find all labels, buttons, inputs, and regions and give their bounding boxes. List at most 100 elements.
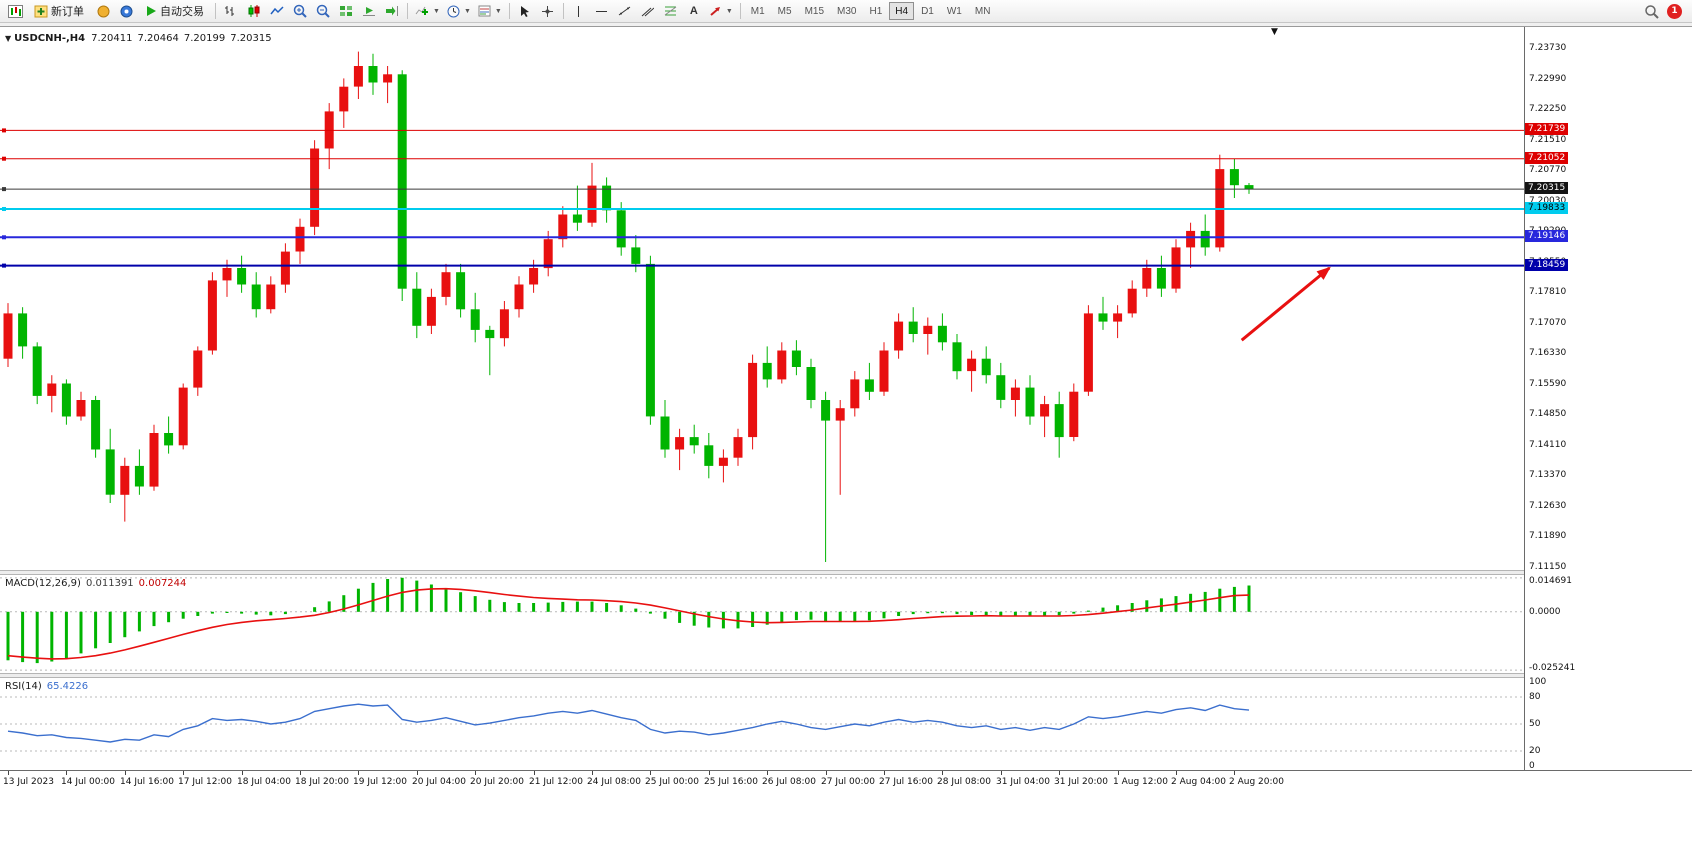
- price-axis-label: 7.13370: [1529, 470, 1567, 481]
- timeframe-h1-button[interactable]: H1: [863, 2, 888, 20]
- notification-badge[interactable]: 1: [1667, 3, 1682, 19]
- price-axis-label: 7.11890: [1529, 531, 1567, 542]
- time-axis-tick: [300, 771, 301, 775]
- price-tag: 7.18459: [1525, 258, 1569, 271]
- new-chart-icon: [7, 4, 23, 18]
- zoom-in-button[interactable]: [289, 1, 311, 21]
- crosshair-button[interactable]: [537, 1, 559, 21]
- time-axis-tick: [417, 771, 418, 775]
- chart-shift-icon: [386, 6, 398, 16]
- market-icon: [97, 5, 109, 17]
- price-axis-label: 7.11150: [1529, 561, 1567, 572]
- templates-button[interactable]: ▼: [475, 1, 505, 21]
- price-axis-label: 7.22250: [1529, 104, 1567, 115]
- channel-tool-button[interactable]: [637, 1, 659, 21]
- candlestick-chart-icon: [248, 5, 260, 17]
- candlestick-chart-button[interactable]: [243, 1, 265, 21]
- search-button[interactable]: [1640, 1, 1662, 21]
- indicators-button[interactable]: ▼: [412, 1, 443, 21]
- market-button[interactable]: [92, 1, 114, 21]
- new-chart-button[interactable]: [4, 1, 26, 21]
- chart-menu-caret-icon[interactable]: ▼: [1271, 27, 1278, 37]
- rsi-pane[interactable]: [0, 679, 1524, 769]
- timeframe-m1-button[interactable]: M1: [745, 2, 771, 20]
- time-axis-tick: [183, 771, 184, 775]
- zoom-out-button[interactable]: [312, 1, 334, 21]
- line-chart-button[interactable]: [266, 1, 288, 21]
- time-axis-label: 28 Jul 08:00: [937, 777, 991, 787]
- time-axis-label: 31 Jul 04:00: [996, 777, 1050, 787]
- timeframe-mn-button[interactable]: MN: [969, 2, 997, 20]
- time-axis-tick: [884, 771, 885, 775]
- time-axis-label: 2 Aug 04:00: [1171, 777, 1226, 787]
- toolbar-separator: [215, 3, 216, 19]
- main-price-pane[interactable]: [0, 31, 1524, 569]
- rsi-name: RSI(14): [5, 681, 42, 692]
- time-axis-tick: [650, 771, 651, 775]
- periods-button[interactable]: ▼: [444, 1, 474, 21]
- time-axis-label: 19 Jul 12:00: [353, 777, 407, 787]
- cursor-button[interactable]: [514, 1, 536, 21]
- bar-chart-button[interactable]: [220, 1, 242, 21]
- toolbar-separator: [508, 3, 510, 19]
- chevron-down-icon: ▼: [463, 7, 471, 15]
- new-order-icon: [34, 5, 48, 17]
- time-axis-label: 18 Jul 04:00: [237, 777, 291, 787]
- price-axis-label: 7.15590: [1529, 378, 1567, 389]
- time-axis[interactable]: 13 Jul 2023 14 Jul 00:00 14 Jul 16:00 17 Ju…: [0, 770, 1692, 794]
- rsi-value: 65.4226: [46, 681, 89, 692]
- time-axis-label: 24 Jul 08:00: [587, 777, 641, 787]
- timeframe-m15-button[interactable]: M15: [799, 2, 830, 20]
- price-tag: 7.19146: [1525, 230, 1569, 243]
- fibonacci-tool-button[interactable]: [660, 1, 682, 21]
- macd-pane[interactable]: [0, 576, 1524, 673]
- time-axis-tick: [1176, 771, 1177, 775]
- indicators-icon: [415, 6, 428, 15]
- auto-scroll-button[interactable]: [358, 1, 380, 21]
- time-axis-tick: [8, 771, 9, 775]
- time-axis-label: 26 Jul 08:00: [762, 777, 816, 787]
- vertical-line-tool-button[interactable]: [568, 1, 590, 21]
- trendline-icon: [619, 6, 631, 16]
- symbol-period-label: USDCNH-,H4: [14, 33, 86, 44]
- toolbar-separator: [562, 3, 564, 19]
- rsi-axis-label: 100: [1529, 677, 1547, 687]
- tile-windows-button[interactable]: [335, 1, 357, 21]
- auto-scroll-icon: [363, 7, 375, 16]
- time-axis-label: 20 Jul 20:00: [470, 777, 524, 787]
- price-tag: 7.21052: [1525, 151, 1569, 164]
- time-axis-label: 31 Jul 20:00: [1054, 777, 1108, 787]
- time-axis-label: 25 Jul 16:00: [704, 777, 758, 787]
- timeframe-d1-button[interactable]: D1: [915, 2, 940, 20]
- timeframe-h4-button[interactable]: H4: [889, 2, 915, 20]
- auto-trading-label: 自动交易: [160, 6, 204, 18]
- pane-splitter[interactable]: [0, 570, 1692, 575]
- timeframe-m30-button[interactable]: M30: [831, 2, 862, 20]
- signals-button[interactable]: [115, 1, 137, 21]
- pane-splitter[interactable]: [0, 673, 1692, 678]
- timeframe-m5-button[interactable]: M5: [772, 2, 798, 20]
- horizontal-line-tool-button[interactable]: [591, 1, 613, 21]
- timeframe-w1-button[interactable]: W1: [941, 2, 968, 20]
- time-axis-label: 20 Jul 04:00: [412, 777, 466, 787]
- new-order-button[interactable]: 新订单: [27, 1, 91, 21]
- auto-trading-button[interactable]: 自动交易: [138, 1, 211, 21]
- time-axis-tick: [358, 771, 359, 775]
- clock-icon: [447, 5, 460, 17]
- price-tag: 7.21739: [1525, 123, 1569, 136]
- time-axis-tick: [1118, 771, 1119, 775]
- arrows-tool-button[interactable]: ▼: [706, 1, 736, 21]
- chart-shift-button[interactable]: [381, 1, 403, 21]
- price-axis[interactable]: 7.23730 7.22990 7.22250 7.21510 7.20770 7.200…: [1524, 27, 1692, 793]
- text-tool-button[interactable]: A: [683, 1, 705, 21]
- time-axis-tick: [709, 771, 710, 775]
- price-axis-label: 7.14850: [1529, 409, 1567, 420]
- price-axis-label: 7.22990: [1529, 73, 1567, 84]
- time-axis-tick: [242, 771, 243, 775]
- chart-title-caret-icon: ▼: [5, 34, 12, 43]
- trendline-tool-button[interactable]: [614, 1, 636, 21]
- time-axis-label: 14 Jul 16:00: [120, 777, 174, 787]
- zoom-out-icon: [316, 4, 330, 18]
- time-axis-label: 2 Aug 20:00: [1229, 777, 1284, 787]
- price-axis-label: 7.20770: [1529, 165, 1567, 176]
